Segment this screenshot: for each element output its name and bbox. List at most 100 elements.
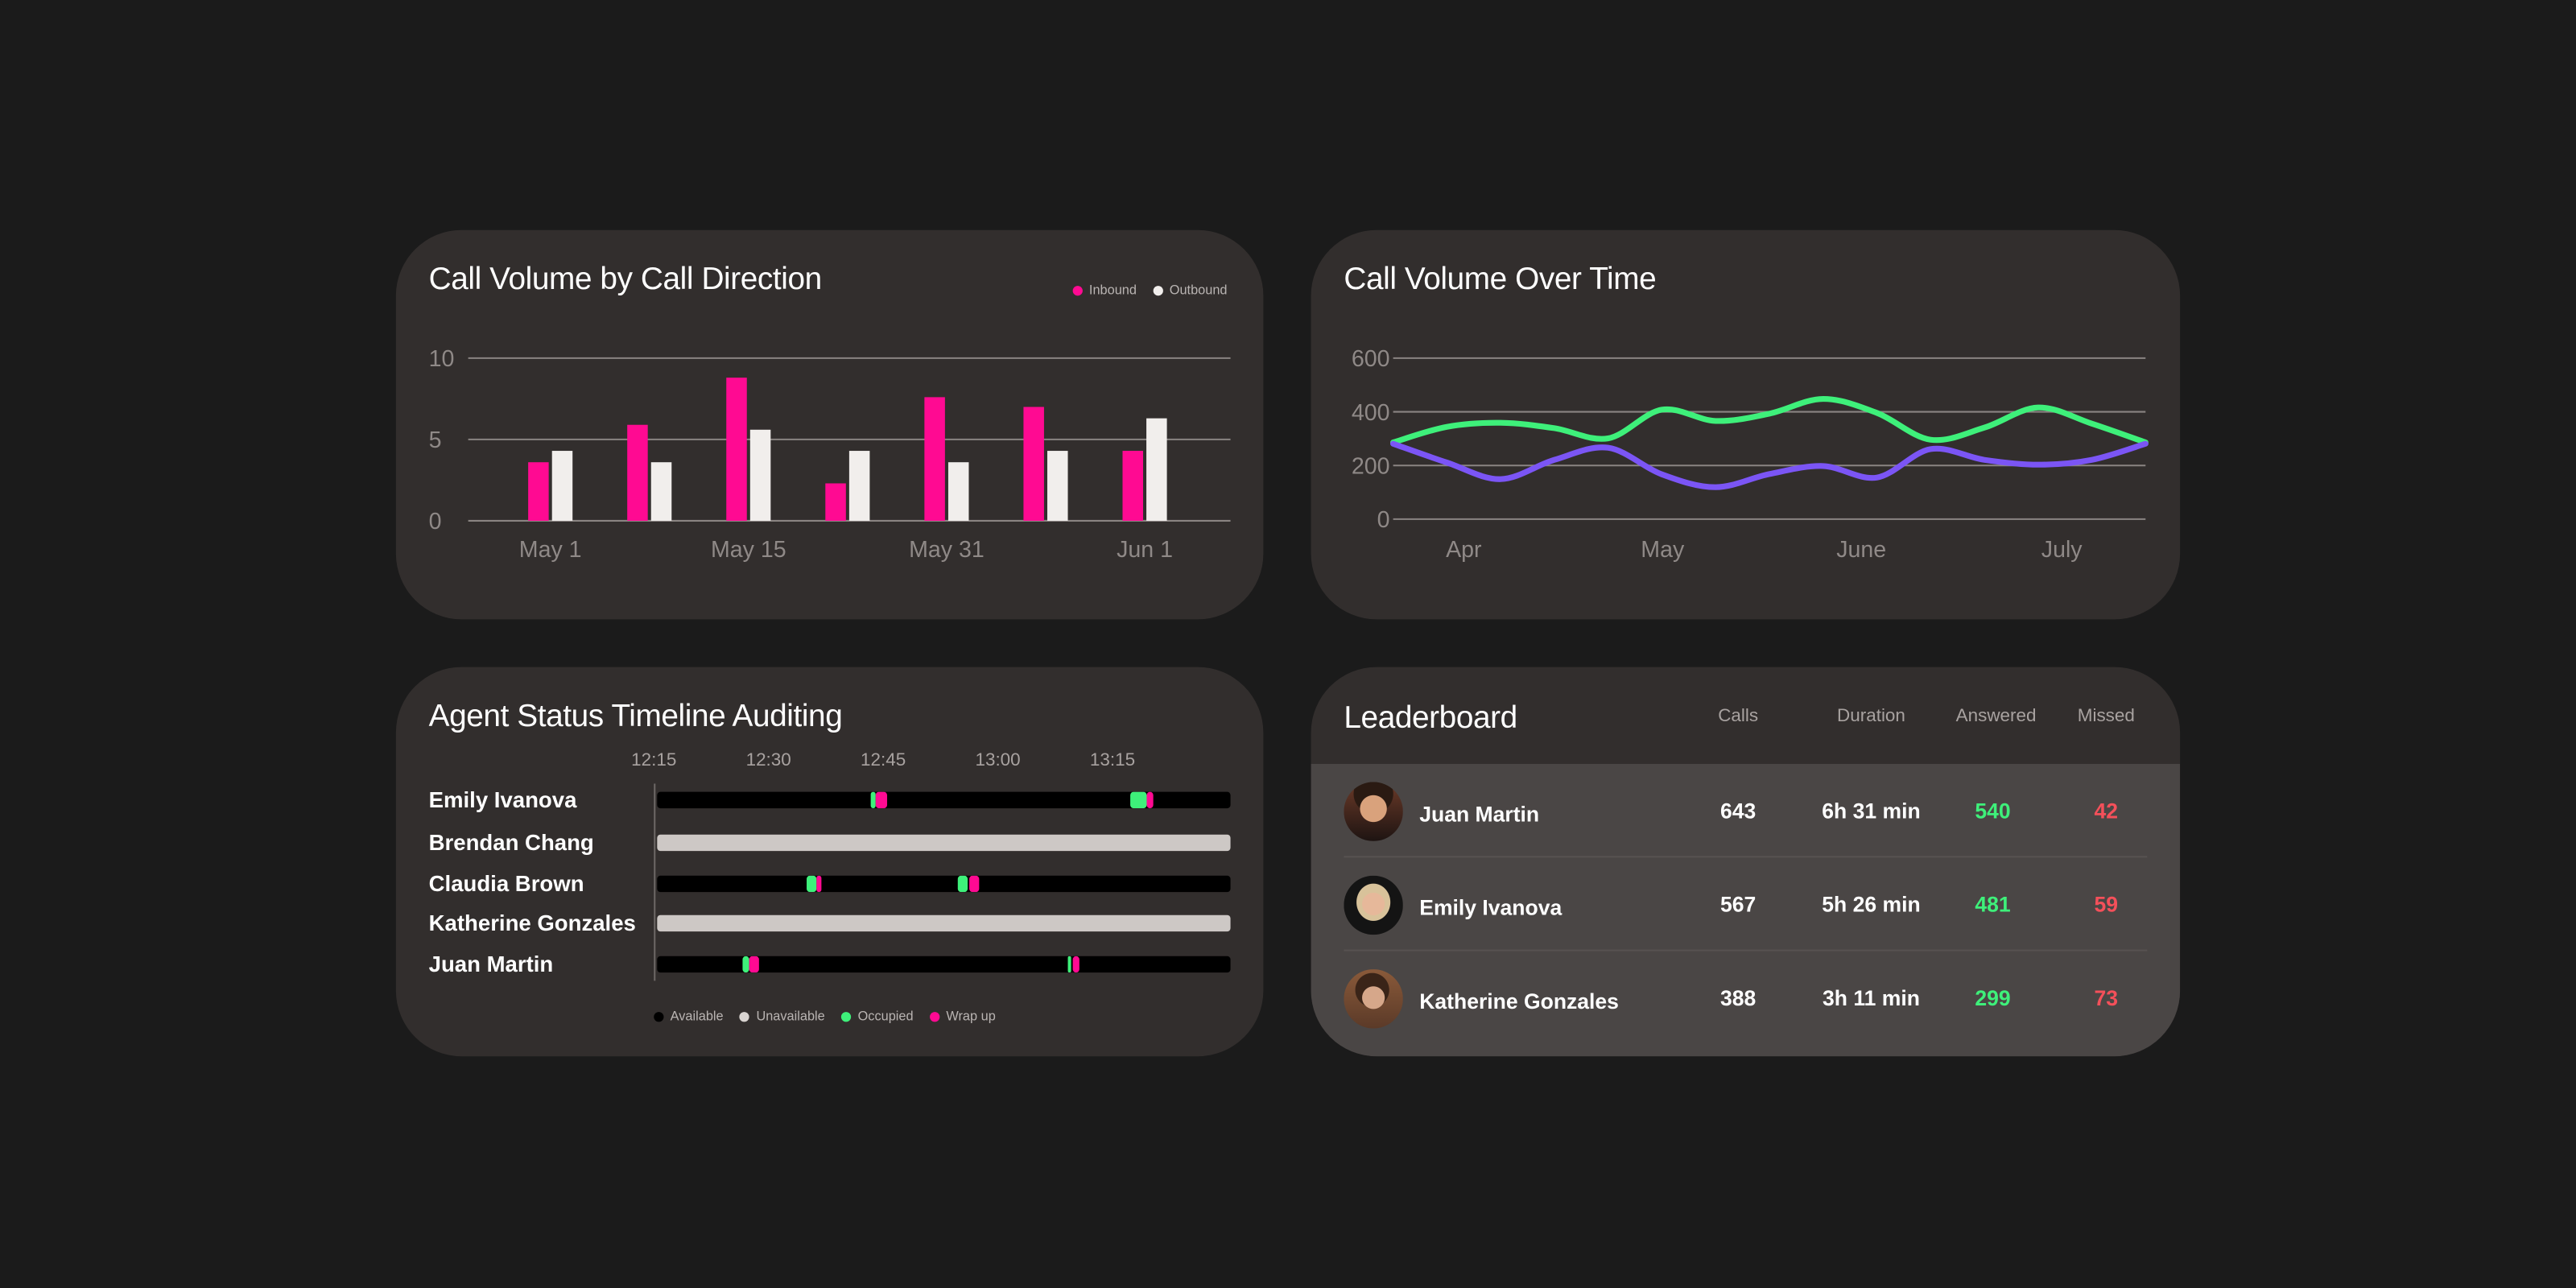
outbound-bar[interactable] xyxy=(947,462,969,521)
leaderboard-row[interactable]: Emily Ivanova 567 5h 26 min 481 59 xyxy=(1311,857,2181,952)
agent-status-bar[interactable] xyxy=(657,914,1231,932)
timeline-axis-line xyxy=(654,783,656,981)
column-header-calls[interactable]: Calls xyxy=(1718,706,1759,727)
x-tick-label: July xyxy=(2041,537,2083,563)
x-tick-label: June xyxy=(1836,537,1886,563)
agent-status-bar[interactable] xyxy=(657,875,1231,893)
occupied-segment[interactable] xyxy=(958,875,968,893)
calls-value: 567 xyxy=(1720,892,1757,917)
time-tick-label: 13:00 xyxy=(975,750,1021,771)
column-header-duration[interactable]: Duration xyxy=(1837,706,1905,727)
leaderboard-card: Leaderboard Calls Duration Answered Miss… xyxy=(1311,667,2181,1057)
duration-value: 6h 31 min xyxy=(1822,798,1921,824)
agent-name: Emily Ivanova xyxy=(1419,895,1563,920)
x-tick-label: May 15 xyxy=(711,537,786,563)
time-tick-label: 12:30 xyxy=(745,750,791,771)
leaderboard-row[interactable]: Juan Martin 643 6h 31 min 540 42 xyxy=(1311,764,2181,858)
row-divider xyxy=(1344,949,2148,952)
y-tick-label: 400 xyxy=(1352,400,1390,426)
agent-name: Emily Ivanova xyxy=(428,787,577,813)
inbound-bar[interactable] xyxy=(924,397,945,521)
legend-label: Inbound xyxy=(1088,283,1137,298)
outbound-bar[interactable] xyxy=(650,462,672,521)
wrap-up-segment[interactable] xyxy=(875,791,887,809)
legend-label: Outbound xyxy=(1169,283,1228,298)
missed-value: 59 xyxy=(2094,892,2119,917)
wrap-up-segment[interactable] xyxy=(816,875,822,893)
inbound-bar[interactable] xyxy=(825,483,846,521)
agent-name: Juan Martin xyxy=(1419,801,1540,827)
inbound-bar[interactable] xyxy=(1122,451,1143,521)
inbound-bar[interactable] xyxy=(1023,407,1044,521)
outbound-bar[interactable] xyxy=(848,451,870,521)
answered-value: 481 xyxy=(1975,892,2011,917)
green-series-line[interactable] xyxy=(1390,395,2149,446)
time-tick-label: 12:15 xyxy=(631,750,677,771)
calls-value: 643 xyxy=(1720,798,1757,824)
purple-series-line[interactable] xyxy=(1390,440,2149,490)
bar-chart: 0 5 10 May 1 May 15 May 31 Jun 1 xyxy=(429,346,1231,563)
time-tick-label: 12:45 xyxy=(861,750,906,771)
agent-name: Katherine Gonzales xyxy=(428,910,636,936)
call-direction-card: Call Volume by Call Direction Inbound Ou… xyxy=(395,229,1264,620)
legend-label: Occupied xyxy=(857,1009,914,1024)
outbound-dot-icon xyxy=(1153,285,1163,295)
card-title: Agent Status Timeline Auditing xyxy=(428,700,843,735)
agent-status-bar[interactable] xyxy=(657,791,1231,809)
call-volume-over-time-card: Call Volume Over Time 0 200 400 600 Apr May Ju… xyxy=(1311,229,2181,620)
legend-label: Available xyxy=(670,1009,724,1024)
x-tick-label: May 1 xyxy=(519,537,582,563)
agent-name: Juan Martin xyxy=(428,952,554,977)
column-header-missed[interactable]: Missed xyxy=(2077,706,2135,727)
avatar xyxy=(1344,969,1403,1029)
available-dot-icon xyxy=(654,1011,664,1022)
y-tick-label: 200 xyxy=(1352,453,1390,479)
occupied-segment[interactable] xyxy=(806,875,816,893)
occupied-segment[interactable] xyxy=(742,956,749,973)
missed-value: 73 xyxy=(2094,985,2119,1011)
wrap-up-segment[interactable] xyxy=(1072,956,1080,973)
calls-value: 388 xyxy=(1720,985,1757,1011)
line-chart: 0 200 400 600 Apr May June July xyxy=(1352,346,2149,563)
y-tick-label: 600 xyxy=(1352,346,1390,372)
answered-value: 540 xyxy=(1975,798,2011,824)
leaderboard-body: Juan Martin 643 6h 31 min 540 42 Emily Ivanov… xyxy=(1311,763,2181,1057)
outbound-bar[interactable] xyxy=(1047,451,1068,521)
legend-label: Unavailable xyxy=(756,1009,825,1024)
answered-value: 299 xyxy=(1975,985,2011,1011)
inbound-bar[interactable] xyxy=(627,424,648,521)
occupied-segment[interactable] xyxy=(1067,956,1071,973)
y-tick-label: 0 xyxy=(1377,507,1390,533)
legend-available: Available xyxy=(654,1009,724,1024)
wrap-up-segment[interactable] xyxy=(969,875,980,893)
inbound-bar[interactable] xyxy=(726,378,747,521)
chart-legend: Inbound Outbound xyxy=(1072,283,1228,298)
legend-unavailable: Unavailable xyxy=(740,1009,825,1023)
x-tick-label: Jun 1 xyxy=(1117,537,1173,563)
legend-label: Wrap up xyxy=(946,1009,996,1024)
legend-inbound: Inbound xyxy=(1072,283,1137,298)
x-tick-label: May 31 xyxy=(909,537,985,563)
wrap-up-segment[interactable] xyxy=(749,956,760,973)
outbound-bar[interactable] xyxy=(1146,418,1167,521)
agent-name: Claudia Brown xyxy=(428,871,584,897)
agent-status-bar[interactable] xyxy=(657,956,1231,973)
occupied-segment[interactable] xyxy=(871,791,876,809)
occupied-segment[interactable] xyxy=(1130,791,1147,809)
leaderboard-row[interactable]: Katherine Gonzales 388 3h 11 min 299 73 xyxy=(1311,952,2181,1045)
inbound-bar[interactable] xyxy=(528,462,549,521)
unavailable-dot-icon xyxy=(740,1011,750,1022)
outbound-bar[interactable] xyxy=(749,429,771,521)
column-header-answered[interactable]: Answered xyxy=(1955,706,2037,727)
y-tick-label: 10 xyxy=(429,346,455,372)
duration-value: 3h 11 min xyxy=(1823,985,1920,1011)
agent-name: Katherine Gonzales xyxy=(1419,989,1619,1014)
outbound-bar[interactable] xyxy=(551,451,573,521)
x-tick-label: Apr xyxy=(1446,537,1482,563)
legend-occupied: Occupied xyxy=(841,1009,914,1024)
legend-wrap-up: Wrap up xyxy=(929,1009,996,1024)
x-tick-label: May xyxy=(1641,537,1685,563)
agent-status-bar[interactable] xyxy=(657,834,1231,852)
wrap-up-segment[interactable] xyxy=(1146,791,1154,809)
